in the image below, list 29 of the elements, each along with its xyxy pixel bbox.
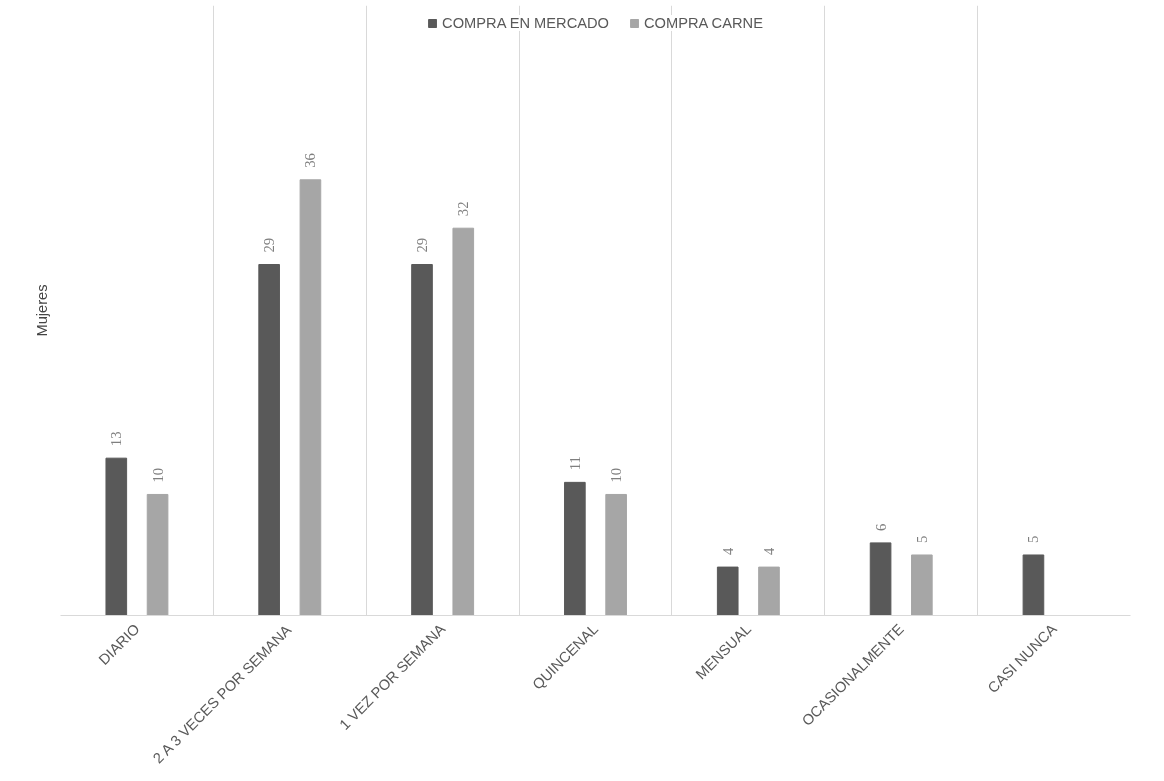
y-axis-title: Mujeres bbox=[33, 284, 50, 337]
bar bbox=[452, 227, 475, 616]
data-label: 32 bbox=[455, 201, 472, 217]
bar bbox=[564, 481, 586, 616]
bar bbox=[146, 493, 169, 616]
data-label: 5 bbox=[913, 535, 930, 543]
bar bbox=[716, 566, 739, 616]
data-label: 5 bbox=[1025, 535, 1042, 543]
data-label: 36 bbox=[302, 153, 319, 168]
bar bbox=[299, 179, 322, 616]
data-label: 29 bbox=[414, 237, 431, 253]
bar bbox=[258, 264, 280, 616]
bar bbox=[411, 264, 433, 616]
data-label: 4 bbox=[760, 547, 777, 556]
bar bbox=[605, 493, 627, 616]
bar bbox=[869, 542, 892, 616]
legend-label: COMPRA CARNE bbox=[644, 15, 763, 31]
data-label: 4 bbox=[719, 547, 736, 556]
bar bbox=[911, 554, 933, 616]
legend-label: COMPRA EN MERCADO bbox=[442, 15, 610, 31]
data-label: 13 bbox=[108, 431, 125, 447]
bar bbox=[1022, 554, 1045, 616]
bar bbox=[758, 566, 780, 616]
data-label: 10 bbox=[608, 467, 625, 483]
data-label: 11 bbox=[566, 456, 583, 471]
data-label: 29 bbox=[261, 237, 278, 253]
data-label: 6 bbox=[872, 523, 889, 531]
bar bbox=[105, 457, 128, 616]
data-label: 10 bbox=[149, 467, 166, 483]
